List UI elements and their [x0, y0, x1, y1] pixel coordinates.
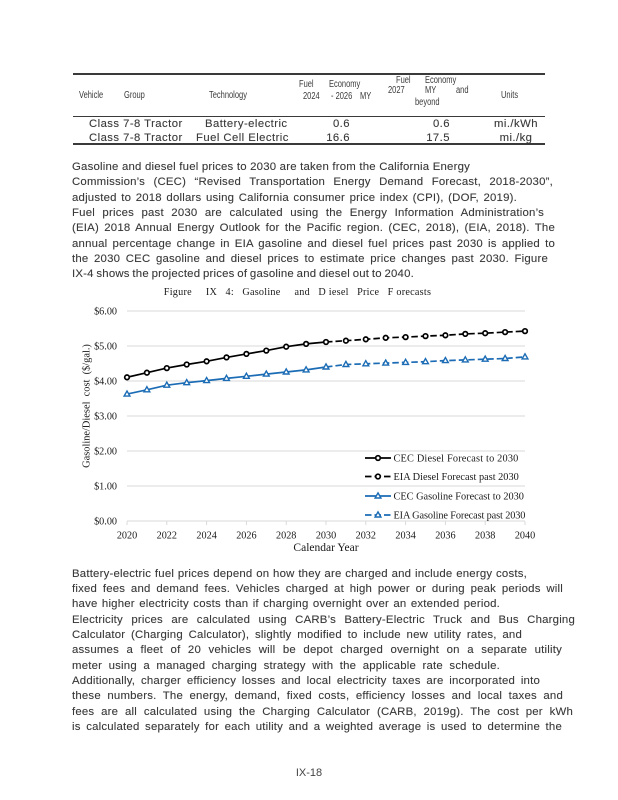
svg-text:2036: 2036	[435, 531, 455, 542]
svg-text:CEC Diesel Forecast to 2030: CEC Diesel Forecast to 2030	[394, 454, 519, 465]
svg-text:$0.00: $0.00	[94, 517, 117, 528]
svg-text:2038: 2038	[475, 531, 495, 542]
svg-text:2020: 2020	[117, 531, 137, 542]
svg-text:$3.00: $3.00	[94, 412, 117, 423]
svg-text:2040: 2040	[515, 531, 535, 542]
svg-text:CEC Gasoline Forecast to 2030: CEC Gasoline Forecast to 2030	[394, 492, 524, 503]
svg-text:Figure IX 4: Gasoline: Figure IX 4: Gasoline and D iesel Price …	[164, 287, 431, 298]
svg-text:$5.00: $5.00	[94, 342, 117, 353]
svg-text:2028: 2028	[276, 531, 296, 542]
svg-text:2034: 2034	[395, 531, 415, 542]
svg-text:2022: 2022	[157, 531, 177, 542]
svg-text:$4.00: $4.00	[94, 377, 117, 388]
svg-text:$1.00: $1.00	[94, 482, 117, 493]
svg-text:Calendar Year: Calendar Year	[293, 542, 358, 554]
svg-text:EIA Diesel Forecast past 2030: EIA Diesel Forecast past 2030	[394, 472, 519, 483]
svg-text:EIA Gasoline Forecast past 203: EIA Gasoline Forecast past 2030	[394, 511, 526, 522]
svg-text:2024: 2024	[196, 531, 216, 542]
svg-text:$2.00: $2.00	[94, 447, 117, 458]
svg-text:Gasoline/Diesel cost ($/gal.: Gasoline/Diesel cost ($/gal.)	[82, 344, 93, 468]
svg-text:2026: 2026	[236, 531, 256, 542]
svg-text:2030: 2030	[316, 531, 336, 542]
svg-text:2032: 2032	[356, 531, 376, 542]
svg-text:$6.00: $6.00	[94, 307, 117, 318]
